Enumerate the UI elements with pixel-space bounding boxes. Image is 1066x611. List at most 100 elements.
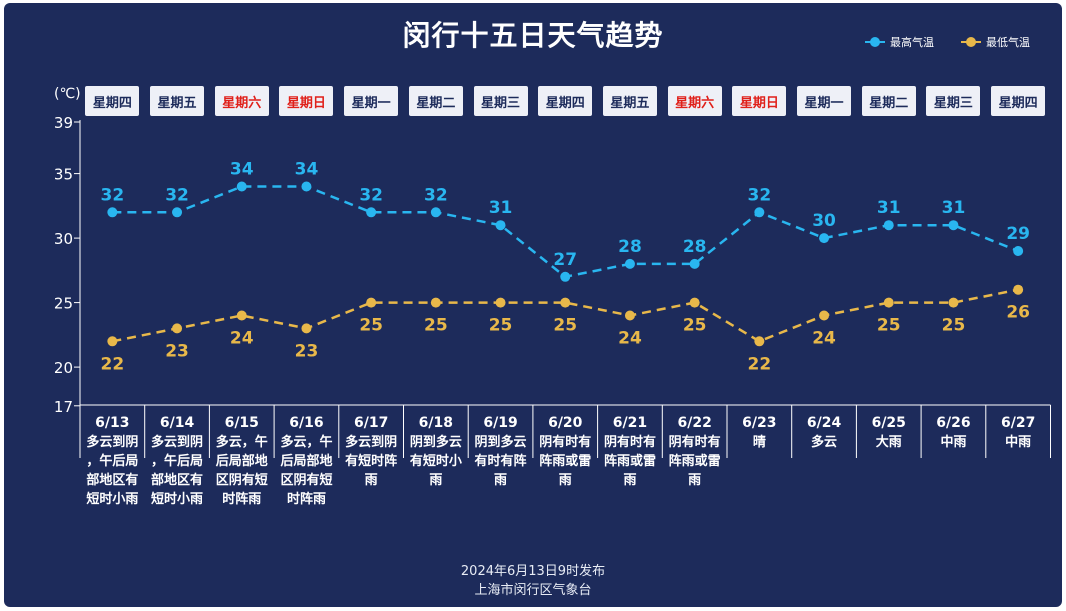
y-tick-label: 17 [54,398,73,416]
weekday-label: 星期一 [797,86,852,116]
legend-item-low[interactable]: 最低气温 [961,34,1030,50]
high-temp-point [1013,246,1024,256]
x-date-label: 6/27 [1001,415,1035,431]
legend-low-marker-icon [961,37,981,47]
high-temp-label: 30 [812,211,836,231]
weather-description-line: 后局部地 [216,453,268,469]
low-temp-point [948,297,959,308]
high-temp-point [430,207,441,218]
low-temp-label: 25 [683,316,707,336]
weekday-label: 星期二 [861,86,916,116]
low-temp-point [624,310,635,321]
low-temp-label: 25 [359,316,383,336]
weather-description-line: ，午后局 [86,453,138,469]
weather-description-line: ，午后局 [151,453,203,469]
y-tick-label: 30 [54,230,73,248]
weather-description-line: 多云 [811,434,837,450]
weather-description-line: 晴 [753,434,766,450]
issuing-agency: 上海市闵行区气象台 [474,583,592,598]
high-temp-point [495,220,506,231]
weather-description-line: 大雨 [876,434,902,450]
high-temp-label: 34 [230,160,254,180]
low-temp-point [495,297,506,308]
weather-description-line: 雨 [429,473,442,488]
weekday-label: 星期二 [408,86,463,116]
y-tick-label: 39 [54,114,73,132]
issue-time: 2024年6月13日9时发布 [460,564,606,579]
x-date-label: 6/24 [807,415,842,431]
low-temp-label: 24 [812,329,836,349]
weather-description-line: 雨 [688,473,701,488]
y-axis-unit: (℃) [54,86,81,102]
high-temp-label: 34 [295,160,319,180]
high-temp-label: 28 [618,237,642,257]
high-temp-point [560,271,571,282]
low-temp-label: 23 [165,341,189,361]
weekday-label: 星期四 [538,86,593,116]
x-date-label: 6/25 [872,415,906,431]
weekday-label: 星期三 [926,86,981,116]
weekday-label: 星期五 [150,86,205,116]
high-temp-label: 31 [942,198,966,218]
weather-description-line: 有短时阵 [345,453,397,469]
x-date-label: 6/26 [936,415,970,431]
footer: 2024年6月13日9时发布 上海市闵行区气象台 [0,562,1066,600]
weather-description-line: 阴有时有 [539,434,591,450]
low-temp-label: 25 [553,316,577,336]
high-temp-point [624,258,635,269]
low-temp-point [1013,284,1024,295]
high-temp-label: 27 [553,250,577,270]
weather-description-line: 有时有阵 [475,453,527,469]
low-temp-label: 24 [618,329,642,349]
y-tick-label: 35 [54,166,73,184]
legend-item-high[interactable]: 最高气温 [865,34,934,50]
chart-title: 闵行十五日天气趋势 [402,19,664,52]
weather-description-line: 多云到阴 [345,434,397,450]
low-temp-label: 25 [424,316,448,336]
high-temp-point [948,220,959,231]
x-date-label: 6/19 [483,415,517,431]
high-temp-label: 32 [359,185,383,205]
legend-high-label: 最高气温 [890,36,934,49]
weather-description-line: 阵雨或雷 [604,453,656,469]
weather-description-line: 时阵雨 [222,491,261,507]
weather-description-line: 部地区有 [151,472,203,488]
weekday-label: 星期四 [85,86,140,116]
weather-description-line: 有短时小 [410,453,462,469]
high-temp-point [172,207,183,218]
low-temp-label: 26 [1006,303,1030,323]
weather-description-line: 中雨 [1005,434,1031,450]
high-temp-label: 32 [748,185,772,205]
weather-description-line: 后局部地 [280,453,332,469]
low-temp-label: 22 [101,354,125,374]
low-temp-point [689,297,700,308]
weather-description-line: 多云到阴 [86,434,138,450]
low-temp-line [112,288,1019,343]
high-temp-point [689,258,700,269]
weekday-label: 星期一 [344,86,399,116]
high-temp-label: 32 [101,185,125,205]
weather-description-line: 雨 [623,473,636,488]
low-temp-point [819,310,830,321]
weather-description-line: 时阵雨 [287,491,326,507]
x-date-label: 6/23 [742,415,776,431]
high-temp-point [883,220,894,231]
weekday-label: 星期六 [214,86,269,116]
weather-description-line: 阵雨或雷 [539,453,591,469]
weather-description-line: 短时小雨 [86,491,138,507]
x-date-label: 6/22 [677,415,711,431]
weekday-label: 星期三 [473,86,528,116]
low-temp-point [301,323,312,334]
weather-description-line: 阴到多云 [410,434,462,450]
weekday-label: 星期六 [667,86,722,116]
weather-description-line: 多云，午 [280,434,332,450]
x-date-label: 6/15 [225,415,259,431]
low-temp-point [172,323,183,334]
high-temp-label: 32 [424,185,448,205]
low-temp-point [883,297,894,308]
weather-description-line: 部地区有 [86,472,138,488]
weather-description-line: 阴到多云 [475,434,527,450]
low-temp-label: 25 [942,316,966,336]
legend-low-label: 最低气温 [986,36,1030,49]
